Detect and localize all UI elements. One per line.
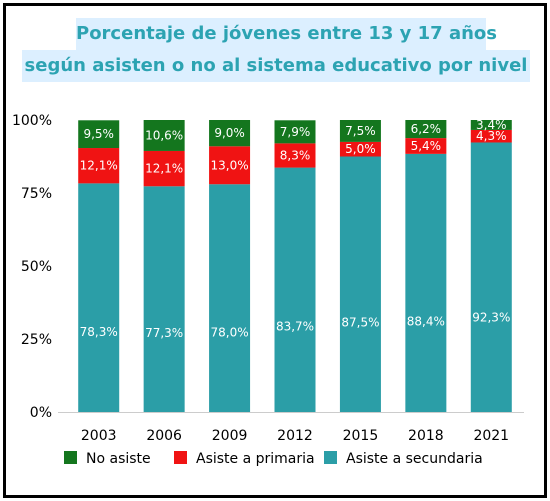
y-tick-label: 75% — [21, 186, 52, 202]
legend-swatch — [64, 451, 77, 464]
y-tick-label: 25% — [21, 332, 52, 348]
x-tick-label: 2012 — [277, 428, 313, 444]
y-tick-label: 0% — [30, 405, 52, 421]
bar-no-asiste — [405, 120, 447, 139]
x-tick-label: 2015 — [343, 428, 379, 444]
legend-swatch — [324, 451, 337, 464]
data-label-asiste-a-secundaria: 78,3% — [80, 325, 118, 339]
bar-no-asiste — [209, 120, 251, 147]
legend-swatch — [174, 451, 187, 464]
bar-no-asiste — [470, 120, 512, 130]
data-label-no-asiste: 9,5% — [83, 127, 114, 141]
chart-frame: Porcentaje de jóvenes entre 13 y 17 años… — [3, 3, 547, 498]
data-label-no-asiste: 7,5% — [345, 124, 376, 138]
data-label-no-asiste: 3,4% — [476, 118, 507, 132]
stacked-bar-chart: 0% 25% 50% 75% 100% 78,3% 12,1% 9,5% 2003 77,3% 12… — [12, 113, 524, 467]
data-label-asiste-a-secundaria: 78,0% — [211, 325, 249, 339]
bar-asiste-a-secundaria — [78, 183, 120, 412]
data-label-asiste-a-primaria: 12,1% — [145, 162, 183, 176]
x-tick-label: 2009 — [212, 428, 248, 444]
legend-label: Asiste a primaria — [196, 451, 315, 467]
legend-label: Asiste a secundaria — [346, 451, 483, 467]
data-label-no-asiste: 7,9% — [280, 125, 311, 139]
bar-asiste-a-primaria — [78, 148, 120, 184]
data-label-no-asiste: 6,2% — [411, 122, 442, 136]
x-tick-label: 2003 — [81, 428, 117, 444]
bar-asiste-a-secundaria — [470, 142, 512, 412]
bar-no-asiste — [339, 120, 381, 142]
legend-label: No asiste — [86, 451, 151, 467]
bar-asiste-a-secundaria — [143, 186, 185, 412]
data-label-asiste-a-secundaria: 92,3% — [472, 311, 510, 325]
x-tick-label: 2006 — [146, 428, 182, 444]
bar-asiste-a-secundaria — [405, 153, 447, 412]
y-tick-label: 100% — [12, 113, 52, 129]
chart-title-line-1: Porcentaje de jóvenes entre 13 y 17 años — [76, 18, 497, 50]
data-label-asiste-a-primaria: 13,0% — [211, 158, 249, 172]
bar-no-asiste — [274, 120, 316, 144]
y-tick-label: 50% — [21, 259, 52, 275]
x-tick-label: 2021 — [473, 428, 509, 444]
chart-title-line-2: según asisten o no al sistema educativo … — [22, 50, 530, 82]
bar-asiste-a-primaria — [405, 138, 447, 154]
bar-asiste-a-secundaria — [274, 167, 316, 412]
bar-asiste-a-primaria — [339, 141, 381, 157]
data-label-asiste-a-secundaria: 87,5% — [341, 316, 379, 330]
bar-asiste-a-primaria — [209, 146, 251, 185]
bar-asiste-a-secundaria — [339, 156, 381, 412]
bar-asiste-a-primaria — [470, 129, 512, 143]
data-label-no-asiste: 10,6% — [145, 128, 183, 142]
bar-asiste-a-primaria — [143, 150, 185, 187]
bar-no-asiste — [78, 120, 120, 149]
data-label-asiste-a-secundaria: 83,7% — [276, 319, 314, 333]
data-label-asiste-a-primaria: 5,4% — [411, 139, 442, 153]
bar-asiste-a-primaria — [274, 143, 316, 168]
data-label-asiste-a-primaria: 4,3% — [476, 129, 507, 143]
x-tick-label: 2018 — [408, 428, 444, 444]
data-label-asiste-a-primaria: 5,0% — [345, 142, 376, 156]
bar-asiste-a-secundaria — [209, 184, 251, 412]
data-label-asiste-a-primaria: 8,3% — [280, 148, 311, 162]
bar-no-asiste — [143, 120, 185, 151]
data-label-asiste-a-secundaria: 77,3% — [145, 326, 183, 340]
data-label-asiste-a-secundaria: 88,4% — [407, 315, 445, 329]
data-label-asiste-a-primaria: 12,1% — [80, 159, 118, 173]
data-label-no-asiste: 9,0% — [214, 126, 245, 140]
